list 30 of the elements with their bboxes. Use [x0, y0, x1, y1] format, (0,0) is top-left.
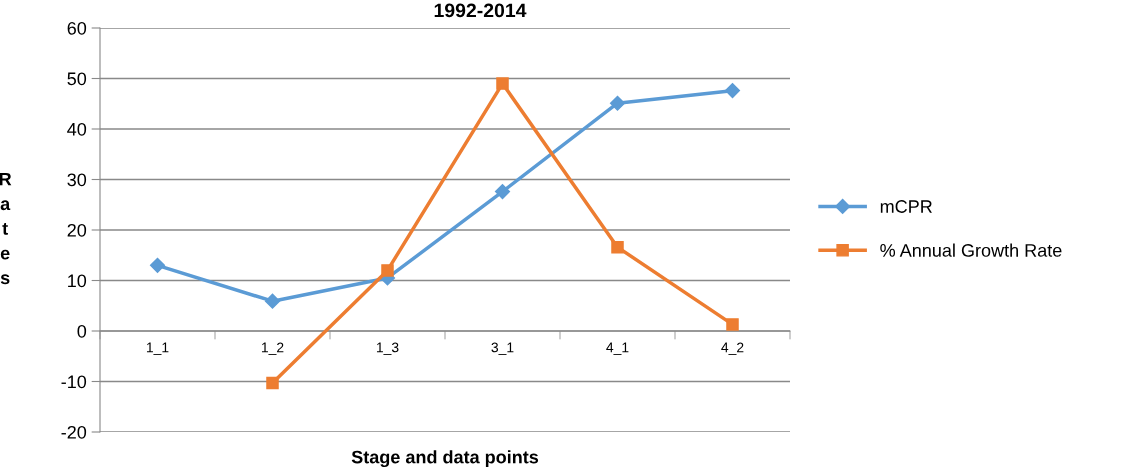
- y-tick-label: -10: [61, 375, 87, 389]
- x-tick-label: 1_1: [146, 342, 169, 355]
- point: [381, 264, 394, 277]
- point: [611, 240, 624, 254]
- point: [264, 293, 281, 309]
- y-tick-label: 50: [67, 72, 87, 86]
- x-tick-label: 3_1: [491, 342, 514, 355]
- point: [266, 376, 279, 390]
- y-tick-label: 20: [67, 223, 87, 237]
- point: [149, 257, 166, 273]
- x-tick-label: 4_1: [606, 342, 629, 355]
- y-axis-title: Rates: [0, 172, 12, 285]
- y-tick-label: 40: [67, 122, 87, 136]
- y-tick-label: 30: [67, 173, 87, 187]
- y-tick-label: 60: [67, 21, 87, 35]
- chart-title: 1992-2014: [434, 3, 527, 18]
- y-tick-label: 10: [68, 274, 87, 288]
- point: [609, 95, 626, 111]
- legend-label: mCPR: [880, 200, 932, 213]
- x-tick-label: 4_2: [721, 342, 744, 355]
- x-tick-label: 1_2: [261, 342, 284, 355]
- x-tick-label: 1_3: [376, 342, 399, 355]
- x-axis-title: Stage and data points: [351, 450, 539, 468]
- point: [496, 77, 509, 90]
- point: [494, 184, 511, 200]
- point: [726, 318, 739, 331]
- y-tick-label: -20: [61, 425, 87, 439]
- y-tick-label: 0: [77, 324, 87, 338]
- point: [724, 83, 741, 99]
- legend-label: % Annual Growth Rate: [880, 243, 1062, 257]
